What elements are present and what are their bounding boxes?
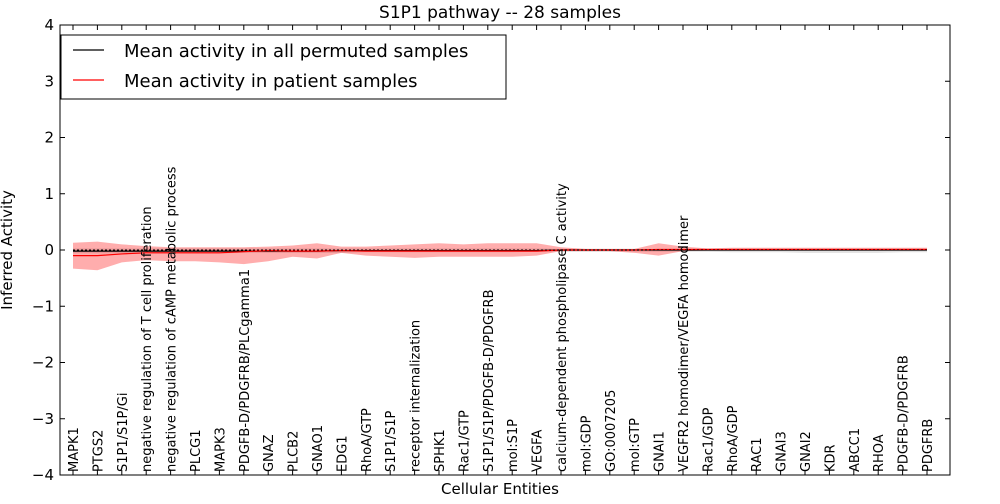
x-axis-label: Cellular Entities (441, 480, 559, 498)
x-tick-label: mol:GDP (579, 415, 594, 472)
x-tick-label: GNAZ (262, 434, 277, 472)
y-tick-label: −1 (32, 297, 54, 315)
y-tick-label: 3 (44, 72, 54, 90)
x-tick-label: PLCB2 (287, 431, 302, 472)
x-tick-label: Rac1/GTP (457, 410, 472, 472)
y-tick-label: −3 (32, 410, 54, 428)
y-tick-label: 2 (44, 129, 54, 147)
y-tick-label: 1 (44, 185, 54, 203)
x-tick-label: MAPK1 (67, 427, 82, 472)
chart-title: S1P1 pathway -- 28 samples (379, 3, 621, 23)
x-tick-label: PDGFB-D/PDGFRB (897, 355, 912, 472)
x-tick-label: SPHK1 (433, 429, 448, 472)
x-tick-label: VEGFR2 homodimer/VEGFA homodimer (677, 215, 692, 472)
x-tick-label: S1P1/S1P/PDGFB-D/PDGFRB (482, 289, 497, 472)
x-tick-label: GO:0007205 (604, 390, 619, 472)
x-tick-label: PTGS2 (91, 430, 106, 472)
x-tick-label: mol:GTP (628, 418, 643, 472)
y-tick-label: 4 (44, 16, 54, 34)
x-tick-label: PLCG1 (189, 429, 204, 472)
x-tick-label: EDG1 (335, 435, 350, 472)
x-tick-label: MAPK3 (213, 427, 228, 472)
x-tick-label: VEGFA (531, 430, 546, 472)
x-tick-label: GNAI3 (775, 431, 790, 472)
confidence-bands (73, 241, 927, 271)
band-patient (73, 241, 927, 271)
x-tick-label: RhoA/GTP (360, 408, 375, 472)
x-tick-label: PDGFRB (921, 419, 936, 472)
x-tick-label: mol:S1P (506, 419, 521, 472)
y-axis-label: Inferred Activity (0, 190, 16, 310)
x-tick-label: GNAI2 (799, 431, 814, 472)
legend-label-permuted: Mean activity in all permuted samples (124, 41, 468, 62)
x-tick-label: negative regulation of cAMP metabolic pr… (165, 166, 180, 472)
x-tick-label: KDR (823, 444, 838, 472)
y-tick-label: −2 (32, 354, 54, 372)
x-tick-label: RAC1 (750, 437, 765, 472)
x-tick-label: PDGFB-D/PDGFRB/PLCgamma1 (238, 269, 253, 472)
y-tick-label: 0 (44, 241, 54, 259)
x-tick-label: S1P1/S1P/Gi (116, 393, 131, 472)
y-axis: 4 3 2 1 0 −1 −2 −3 −4 (32, 16, 950, 484)
y-tick-label: −4 (32, 466, 54, 484)
x-tick-label: RhoA/GDP (726, 405, 741, 472)
series-lines (73, 248, 927, 257)
x-tick-label: S1P1/S1P (384, 410, 399, 472)
x-tick-label: receptor internalization (409, 320, 424, 472)
x-tick-label: calcium-dependent phospholipase C activi… (555, 183, 570, 472)
legend: Mean activity in all permuted samples Me… (60, 34, 507, 100)
x-tick-label: GNAI1 (653, 431, 668, 472)
x-tick-label: RHOA (872, 434, 887, 472)
x-tick-label: ABCC1 (848, 428, 863, 472)
x-tick-label: negative regulation of T cell proliferat… (140, 206, 155, 472)
line-patient (73, 248, 927, 257)
x-tick-label: Rac1/GDP (701, 407, 716, 472)
legend-label-patient: Mean activity in patient samples (124, 71, 418, 92)
x-axis: MAPK1 PTGS2 S1P1/S1P/Gi negative regulation… (67, 25, 936, 475)
legend-box (60, 34, 507, 100)
x-tick-label: GNAO1 (311, 425, 326, 472)
